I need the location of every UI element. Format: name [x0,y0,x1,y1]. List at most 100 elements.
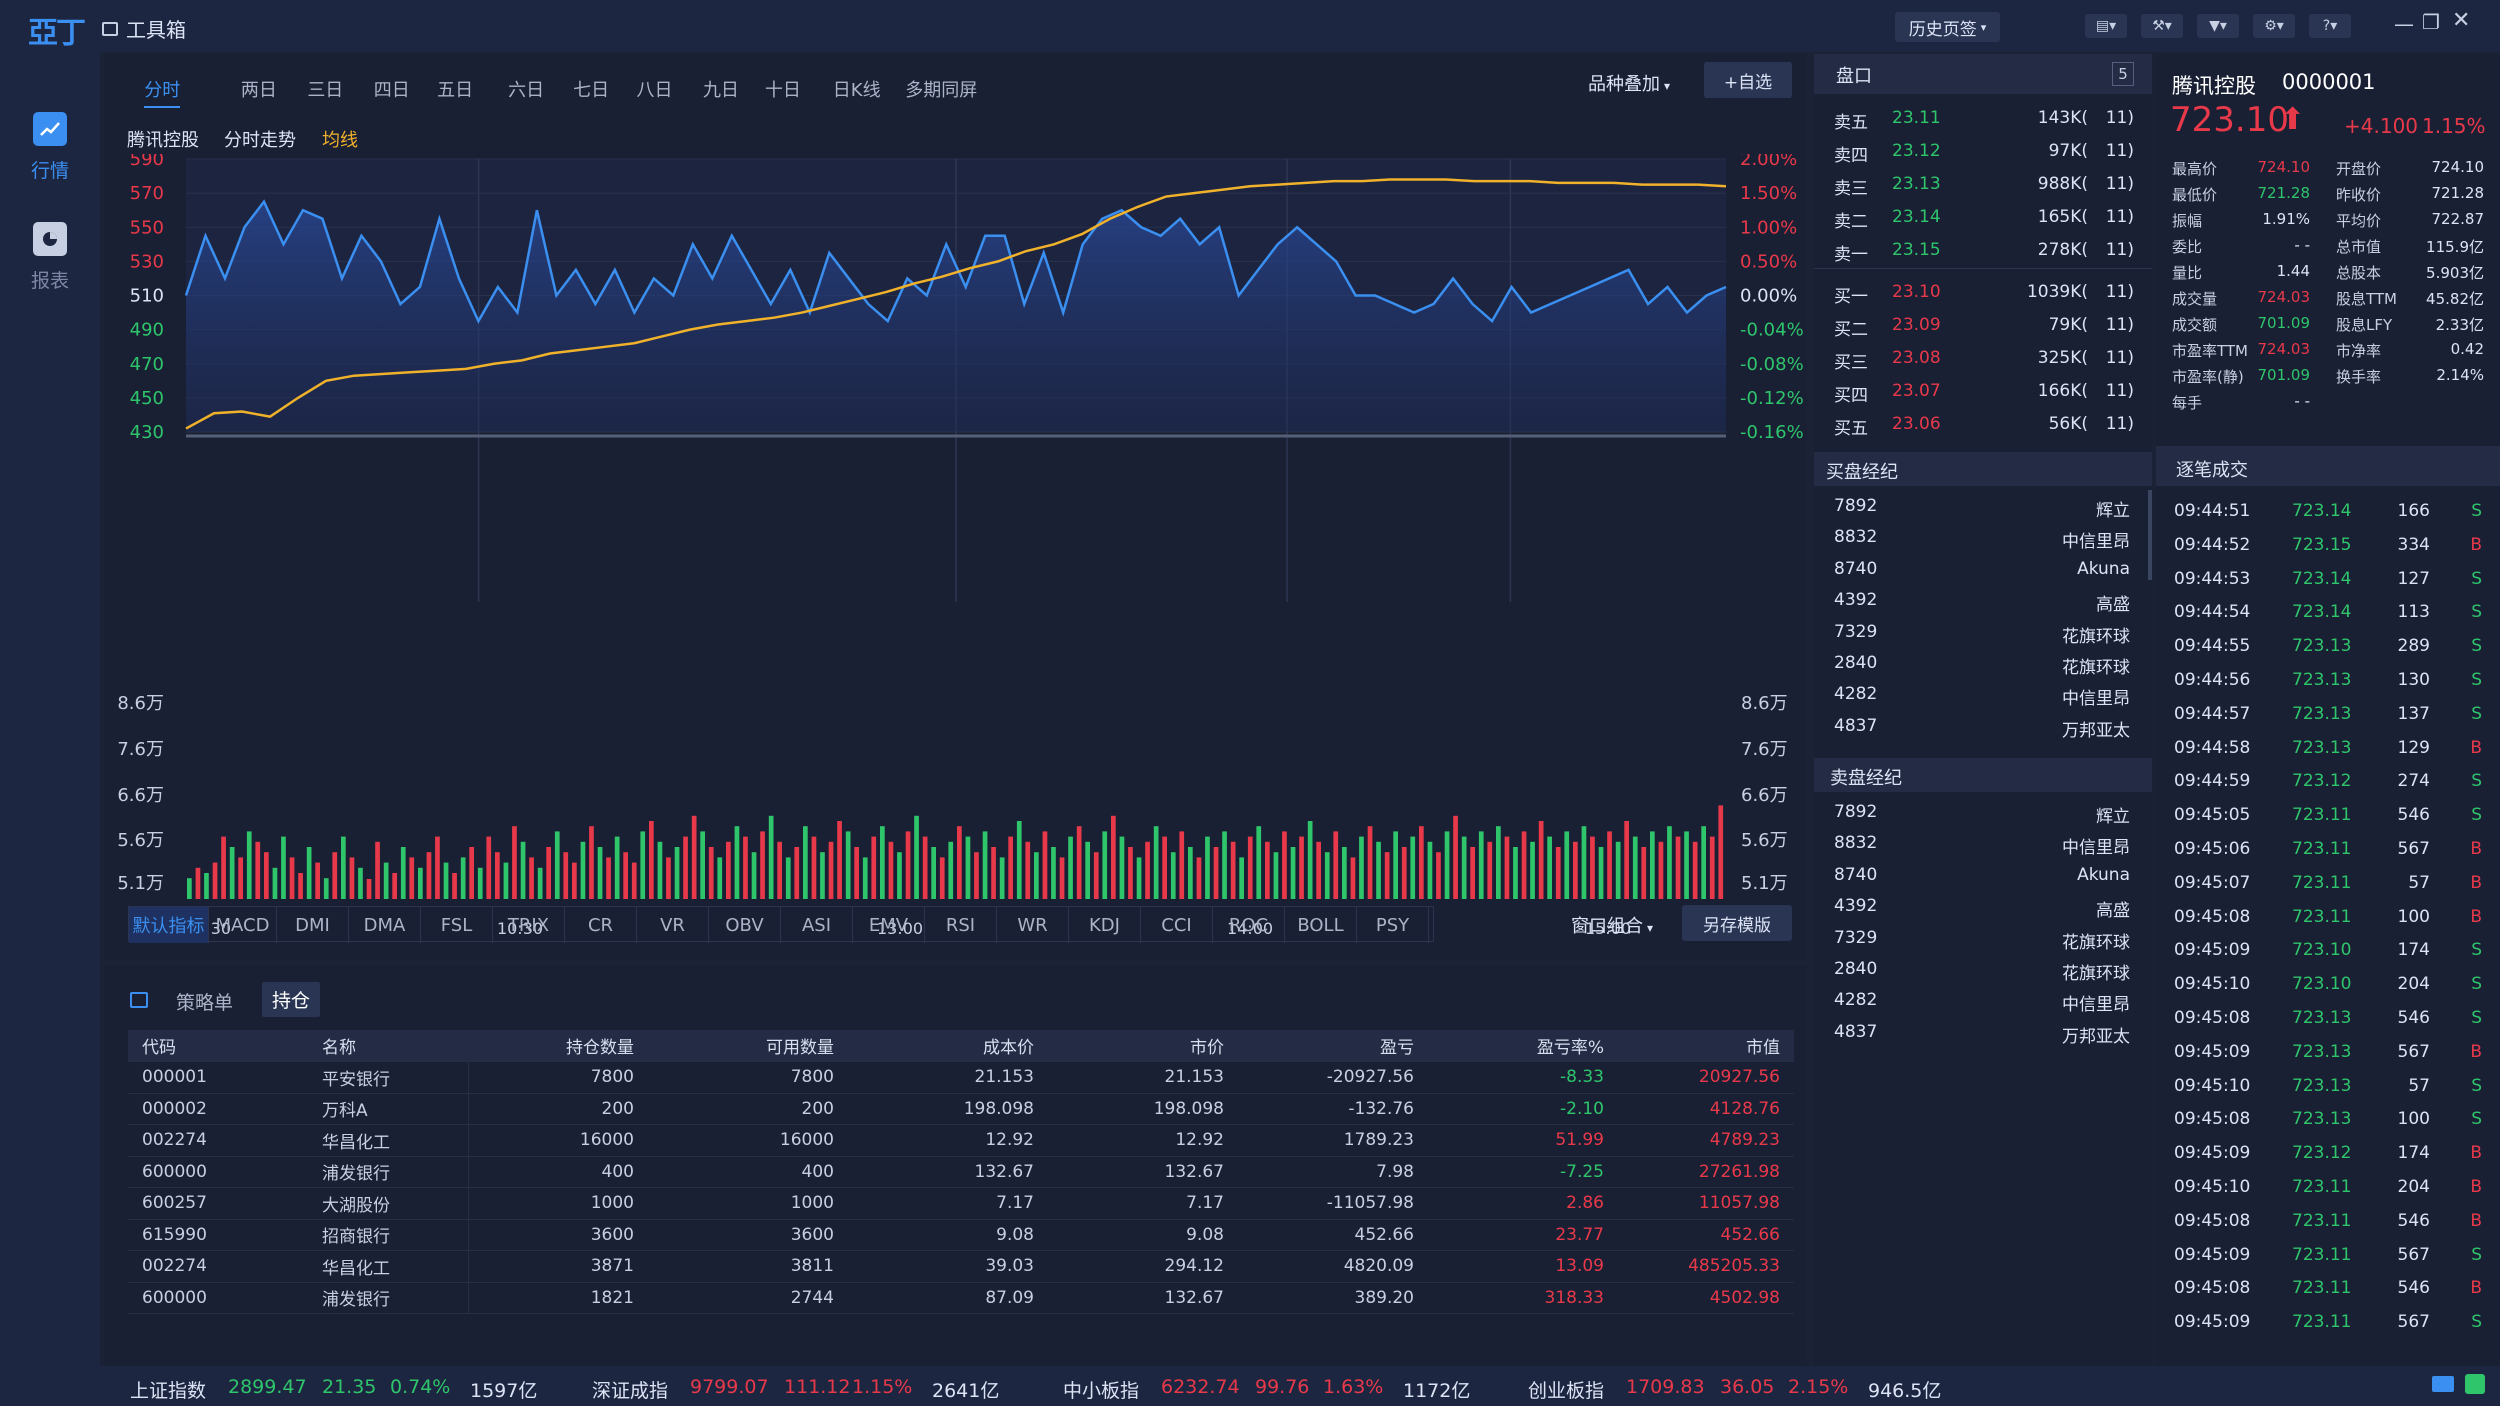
tab-period-11[interactable]: 多期同屏 [905,80,978,101]
indicator-tab-rsi[interactable]: RSI [925,907,997,943]
tab-period-9[interactable]: 十日 [764,80,801,101]
indicator-tab-dmi[interactable]: DMI [277,907,349,943]
tab-period-10[interactable]: 日K线 [832,80,881,101]
indicator-tab-kdj[interactable]: KDJ [1069,907,1141,943]
indicator-tab-roc[interactable]: ROC [1213,907,1285,943]
indicator-tab-wr[interactable]: WR [997,907,1069,943]
wrench-icon[interactable]: ⚒▾ [2141,14,2183,38]
broker-row[interactable]: 8832 中信里昂 [1814,827,2152,859]
tab-period-2[interactable]: 三日 [307,80,344,101]
bid-level-row[interactable]: 买四 23.07 166K(11) [1814,375,2152,407]
cell-rate: 13.09 [1428,1250,1618,1283]
broker-row[interactable]: 8740 Akuna [1814,553,2152,585]
table-row[interactable]: 000001 平安银行 7800 7800 21.153 21.153 -20927.56-… [128,1061,1794,1094]
tab-period-7[interactable]: 八日 [636,80,673,101]
broker-row[interactable]: 7329 花旗环球 [1814,616,2152,648]
tab-period-5[interactable]: 六日 [508,80,545,101]
indicator-tab-asi[interactable]: ASI [781,907,853,943]
indicator-tab-trix[interactable]: TRIX [493,907,565,943]
broker-row[interactable]: 7892 辉立 [1814,796,2152,828]
broker-row[interactable]: 4392 高盛 [1814,584,2152,616]
broker-row[interactable]: 7329 花旗环球 [1814,922,2152,954]
depth-badge[interactable]: 5 [2112,62,2134,86]
tab-positions[interactable]: 持仓 [262,982,321,1017]
broker-row[interactable]: 7892 辉立 [1814,490,2152,522]
toolbox-button[interactable]: 工具箱 [102,14,186,43]
layout-icon[interactable]: ▤▾ [2085,14,2127,38]
add-watchlist-button[interactable]: +自选 [1704,62,1792,98]
tab-period-8[interactable]: 九日 [702,80,739,101]
column-header-code[interactable]: 代码 [128,1030,308,1062]
indicator-tab-vr[interactable]: VR [637,907,709,943]
table-row[interactable]: 600257 大湖股份 1000 1000 7.17 7.17 -11057.98 2.86 1… [128,1187,1794,1220]
table-row[interactable]: 600000 浦发银行 1821 2744 87.09 132.67 389.20 318.3… [128,1282,1794,1314]
ask-level-row[interactable]: 卖三 23.13 988K(11) [1814,168,2152,200]
tab-period-4[interactable]: 五日 [437,80,474,101]
shirt-icon[interactable]: ▼▾ [2197,14,2239,38]
volume-bar [1016,821,1022,899]
broker-row[interactable]: 4282 中信里昂 [1814,678,2152,710]
table-row[interactable]: 000002 万科A 200 200 198.098 198.098 -132.76 -2.1… [128,1093,1794,1125]
broker-row[interactable]: 4282 中信里昂 [1814,984,2152,1016]
broker-row[interactable]: 4392 高盛 [1814,890,2152,922]
table-row[interactable]: 615990 招商银行 3600 3600 9.08 9.08 452.66 23.77 452… [128,1219,1794,1251]
tab-period-3[interactable]: 四日 [373,80,410,101]
broker-row[interactable]: 2840 花旗环球 [1814,953,2152,985]
ask-level-row[interactable]: 卖四 23.12 97K(11) [1814,135,2152,167]
table-row[interactable]: 002274 华昌化工 3871 3811 39.03 294.12 4820.09 13.0… [128,1250,1794,1283]
tab-period-6[interactable]: 七日 [573,80,610,101]
history-tabs-button[interactable]: 历史页签 ▾ [1895,12,2000,42]
indicator-tab-macd[interactable]: MACD [209,907,277,943]
column-header-qty[interactable]: 持仓数量 [468,1030,648,1062]
mail-icon[interactable] [2432,1376,2454,1392]
column-header-price[interactable]: 市价 [1048,1030,1238,1062]
panel-toggle-icon[interactable] [130,992,148,1008]
indicator-tab-psy[interactable]: PSY [1357,907,1429,943]
column-header-rate[interactable]: 盈亏率% [1428,1030,1618,1062]
scrollbar[interactable] [2148,490,2152,580]
indicator-tab-dma[interactable]: DMA [349,907,421,943]
gear-icon[interactable]: ⚙▾ [2253,14,2295,38]
column-header-name[interactable]: 名称 [308,1030,468,1062]
broker-row[interactable]: 8832 中信里昂 [1814,521,2152,553]
tab-period-1[interactable]: 两日 [240,80,277,101]
tab-strategy[interactable]: 策略单 [176,992,234,1014]
broker-row[interactable]: 4837 万邦亚太 [1814,710,2152,742]
nav-item-report[interactable]: 报表 [0,202,100,312]
indicator-tab-fsl[interactable]: FSL [421,907,493,943]
window-combo-dropdown[interactable]: 窗口组合 ▾ [1571,912,1653,938]
column-header-cost[interactable]: 成本价 [848,1030,1048,1062]
intraday-chart[interactable]: 590 570 550 530 510 490 470 450 430 2.00% 1.50% 1.0… [104,154,1807,954]
ask-level-row[interactable]: 卖五 23.11 143K(11) [1814,102,2152,134]
wifi-icon[interactable] [2465,1374,2485,1394]
tab-period-0[interactable]: 分时 [144,76,181,108]
indicator-tab-cr[interactable]: CR [565,907,637,943]
broker-row[interactable]: 4837 万邦亚太 [1814,1016,2152,1048]
indicator-tab-boll[interactable]: BOLL [1285,907,1357,943]
indicator-tab-obv[interactable]: OBV [709,907,781,943]
restore-icon[interactable]: ❐ [2422,10,2440,34]
bid-level-row[interactable]: 买三 23.08 325K(11) [1814,342,2152,374]
table-row[interactable]: 600000 浦发银行 400 400 132.67 132.67 7.98 -7.25 272… [128,1156,1794,1188]
column-header-pnl[interactable]: 盈亏 [1238,1030,1428,1062]
bid-level-row[interactable]: 买一 23.10 1039K(11) [1814,276,2152,308]
help-icon[interactable]: ?▾ [2309,14,2351,38]
bid-level-row[interactable]: 买二 23.09 79K(11) [1814,309,2152,341]
minimize-icon[interactable]: — [2394,12,2414,36]
stat-value: 721.28 [2431,184,2485,202]
close-icon[interactable]: ✕ [2452,8,2471,33]
broker-row[interactable]: 2840 花旗环球 [1814,647,2152,679]
nav-item-market[interactable]: 行情 [0,92,100,202]
ask-level-row[interactable]: 卖一 23.15 278K(11) [1814,234,2152,266]
indicator-tab-默认指标[interactable]: 默认指标 [129,907,209,943]
save-template-button[interactable]: 另存模版 [1682,905,1792,941]
indicator-tab-cci[interactable]: CCI [1141,907,1213,943]
indicator-tab-emv[interactable]: EMV [853,907,925,943]
overlay-dropdown[interactable]: 品种叠加 ▾ [1588,70,1670,96]
bid-level-row[interactable]: 买五 23.06 56K(11) [1814,408,2152,440]
column-header-mv[interactable]: 市值 [1618,1030,1794,1062]
broker-row[interactable]: 8740 Akuna [1814,859,2152,891]
ask-level-row[interactable]: 卖二 23.14 165K(11) [1814,201,2152,233]
column-header-avail[interactable]: 可用数量 [648,1030,848,1062]
table-row[interactable]: 002274 华昌化工 16000 16000 12.92 12.92 1789.23 51.… [128,1124,1794,1157]
